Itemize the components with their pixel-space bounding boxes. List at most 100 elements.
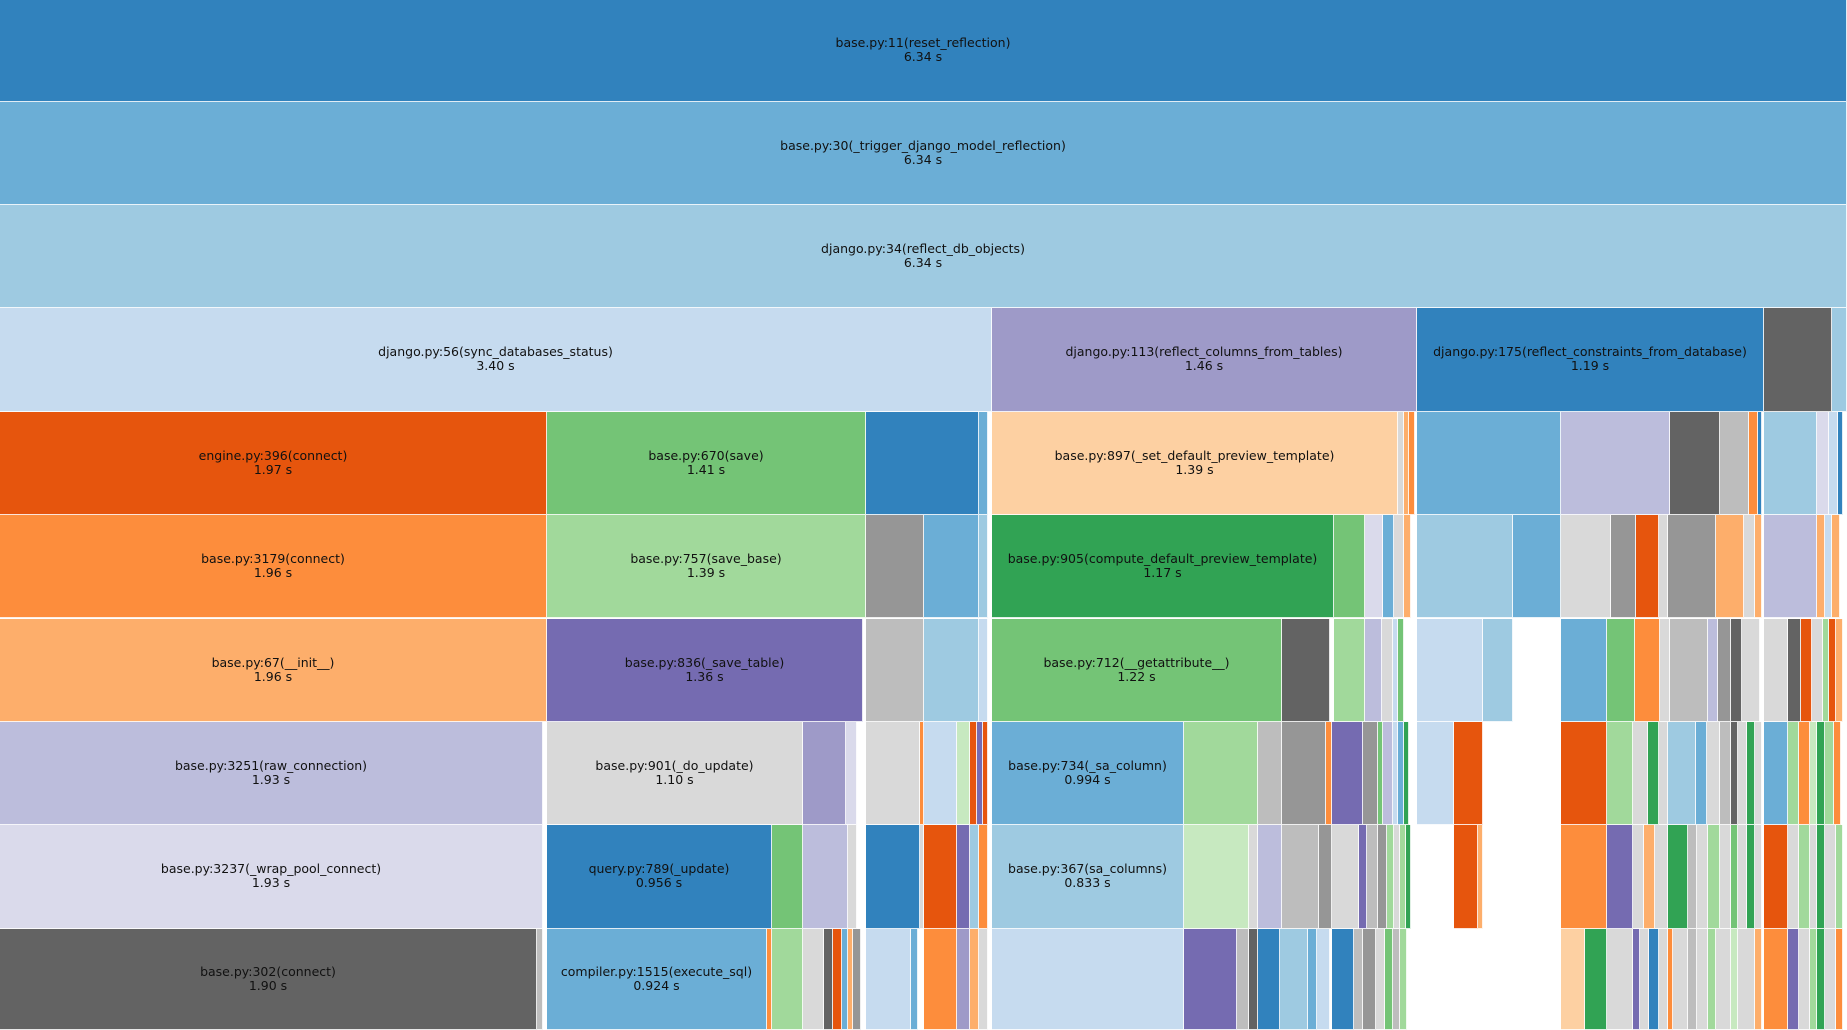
frame-segment[interactable] — [1788, 721, 1799, 826]
frame-segment[interactable] — [1817, 411, 1829, 516]
frame-segment[interactable] — [1832, 515, 1840, 619]
frame-segment[interactable] — [1823, 618, 1829, 722]
frame-segment[interactable] — [911, 928, 918, 1030]
frame-base-py-11-reset-reflection[interactable]: base.py:11(reset_reflection) 6.34 s — [0, 0, 1847, 102]
frame-base-py-670-save[interactable]: base.py:670(save) 1.41 s — [547, 411, 866, 516]
frame-segment[interactable] — [1738, 721, 1747, 826]
frame-segment[interactable] — [1670, 411, 1720, 516]
frame-segment[interactable] — [1319, 825, 1332, 929]
frame-segment[interactable] — [1836, 825, 1843, 929]
frame-segment[interactable] — [1359, 825, 1367, 929]
frame-segment[interactable] — [1688, 928, 1697, 1030]
frame-segment[interactable] — [1764, 825, 1788, 929]
frame-base-py-901-do-update[interactable]: base.py:901(_do_update) 1.10 s — [547, 721, 803, 826]
frame-segment[interactable] — [1747, 721, 1755, 826]
frame-segment[interactable] — [1655, 825, 1668, 929]
frame-segment[interactable] — [1708, 825, 1720, 929]
frame-segment[interactable] — [1282, 825, 1319, 929]
frame-segment[interactable] — [1417, 721, 1454, 826]
frame-segment[interactable] — [842, 928, 848, 1030]
frame-segment[interactable] — [866, 411, 979, 516]
frame-segment[interactable] — [1258, 721, 1282, 826]
frame-segment[interactable] — [1648, 721, 1659, 826]
frame-segment[interactable] — [1670, 618, 1708, 722]
frame-base-py-836-save-table[interactable]: base.py:836(_save_table) 1.36 s — [547, 618, 863, 722]
frame-segment[interactable] — [1607, 825, 1633, 929]
frame-segment[interactable] — [1644, 825, 1655, 929]
frame-segment[interactable] — [1810, 825, 1817, 929]
frame-segment[interactable] — [1561, 618, 1607, 722]
frame-segment[interactable] — [1738, 928, 1755, 1030]
frame-segment[interactable] — [957, 928, 970, 1030]
frame-django-py-34-reflect-db-objects[interactable]: django.py:34(reflect_db_objects) 6.34 s — [0, 204, 1847, 309]
frame-segment[interactable] — [1817, 928, 1825, 1030]
frame-segment[interactable] — [1688, 825, 1697, 929]
frame-segment[interactable] — [1611, 515, 1636, 619]
frame-segment[interactable] — [957, 825, 970, 929]
frame-segment[interactable] — [1561, 515, 1611, 619]
frame-segment[interactable] — [1744, 515, 1755, 619]
frame-segment[interactable] — [1633, 825, 1644, 929]
frame-segment[interactable] — [979, 515, 988, 619]
frame-segment[interactable] — [1659, 721, 1668, 826]
frame-segment[interactable] — [1659, 928, 1668, 1030]
frame-base-py-30-trigger-django-model-reflection[interactable]: base.py:30(_trigger_django_model_reflect… — [0, 101, 1847, 205]
frame-segment[interactable] — [1668, 721, 1696, 826]
frame-segment[interactable] — [1404, 515, 1411, 619]
frame-segment[interactable] — [1731, 825, 1738, 929]
frame-segment[interactable] — [772, 928, 803, 1030]
frame-segment[interactable] — [1406, 825, 1411, 929]
frame-segment[interactable] — [1585, 928, 1607, 1030]
frame-segment[interactable] — [1332, 928, 1354, 1030]
frame-django-py-113-reflect-columns-from-tables[interactable]: django.py:113(reflect_columns_from_table… — [992, 308, 1417, 412]
frame-segment[interactable] — [1788, 825, 1799, 929]
frame-segment[interactable] — [1404, 721, 1409, 826]
frame-segment[interactable] — [1387, 825, 1394, 929]
frame-segment[interactable] — [1758, 411, 1762, 516]
frame-segment[interactable] — [866, 825, 920, 929]
frame-segment[interactable] — [1788, 618, 1801, 722]
frame-segment[interactable] — [977, 721, 983, 826]
frame-segment[interactable] — [1817, 515, 1825, 619]
frame-segment[interactable] — [1184, 825, 1249, 929]
frame-segment[interactable] — [1755, 825, 1762, 929]
frame-segment[interactable] — [1829, 618, 1836, 722]
frame-segment[interactable] — [1640, 928, 1649, 1030]
frame-segment[interactable] — [1607, 618, 1635, 722]
frame-segment[interactable] — [1764, 515, 1817, 619]
frame-segment[interactable] — [1825, 721, 1834, 826]
frame-segment[interactable] — [1365, 618, 1382, 722]
frame-segment[interactable] — [1764, 411, 1817, 516]
frame-segment[interactable] — [1513, 515, 1561, 619]
frame-base-py-302-connect[interactable]: base.py:302(connect) 1.90 s — [0, 928, 537, 1030]
frame-segment[interactable] — [1258, 825, 1282, 929]
frame-compiler-py-1515-execute-sql[interactable]: compiler.py:1515(execute_sql) 0.924 s — [547, 928, 767, 1030]
frame-segment[interactable] — [1636, 515, 1659, 619]
frame-segment[interactable] — [833, 928, 842, 1030]
frame-segment[interactable] — [1365, 515, 1383, 619]
frame-segment[interactable] — [1834, 721, 1841, 826]
frame-segment[interactable] — [1659, 515, 1668, 619]
frame-segment[interactable] — [537, 928, 543, 1030]
frame-segment[interactable] — [970, 825, 979, 929]
frame-segment[interactable] — [1755, 515, 1762, 619]
frame-segment[interactable] — [1633, 721, 1648, 826]
frame-segment[interactable] — [803, 928, 824, 1030]
frame-segment[interactable] — [1668, 825, 1688, 929]
frame-segment[interactable] — [1697, 825, 1708, 929]
frame-segment[interactable] — [1755, 721, 1762, 826]
frame-segment[interactable] — [803, 825, 848, 929]
frame-segment[interactable] — [1409, 411, 1415, 516]
frame-segment[interactable] — [1817, 721, 1825, 826]
frame-segment[interactable] — [1398, 618, 1404, 722]
frame-segment[interactable] — [979, 825, 988, 929]
frame-segment[interactable] — [1400, 825, 1406, 929]
frame-segment[interactable] — [1317, 928, 1330, 1030]
frame-segment[interactable] — [1561, 411, 1670, 516]
frame-engine-py-396-connect[interactable]: engine.py:396(connect) 1.97 s — [0, 411, 547, 516]
frame-base-py-712-getattribute[interactable]: base.py:712(__getattribute__) 1.22 s — [992, 618, 1282, 722]
frame-segment[interactable] — [1799, 721, 1810, 826]
frame-segment[interactable] — [848, 825, 857, 929]
frame-segment[interactable] — [1832, 308, 1847, 412]
frame-base-py-757-save-base[interactable]: base.py:757(save_base) 1.39 s — [547, 515, 866, 619]
